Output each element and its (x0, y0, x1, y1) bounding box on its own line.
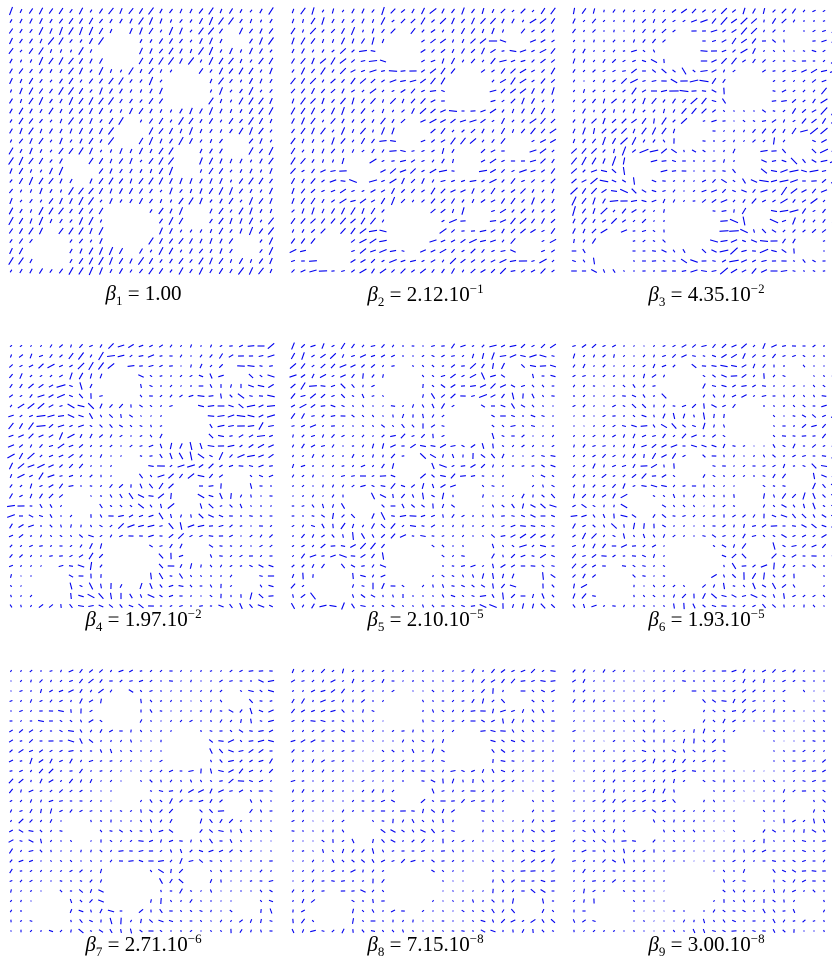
beta-value: 3.00.10 (687, 932, 751, 956)
panel-caption: β2 = 2.12.10−1 (287, 281, 564, 310)
beta-exponent: −8 (469, 931, 484, 946)
beta-exponent: −8 (750, 931, 765, 946)
beta-index: 9 (658, 944, 666, 960)
panel-caption: β1 = 1.00 (5, 281, 282, 309)
relation: = (670, 282, 683, 306)
panel-caption: β4 = 1.97.10−2 (5, 606, 282, 635)
vector-field (289, 6, 557, 275)
panel-caption: β3 = 4.35.10−2 (568, 281, 832, 310)
beta-symbol: β (367, 607, 378, 631)
relation: = (670, 932, 683, 956)
beta-index: 5 (377, 619, 385, 635)
beta-index: 6 (658, 619, 666, 635)
vector-field (290, 668, 556, 934)
panel-caption: β8 = 7.15.10−8 (287, 931, 564, 960)
relation: = (389, 282, 402, 306)
panel-caption: β7 = 2.71.10−6 (5, 931, 282, 960)
vector-field (571, 668, 832, 934)
beta-symbol: β (105, 281, 116, 305)
relation: = (389, 607, 402, 631)
beta-exponent: −2 (187, 606, 202, 621)
beta-symbol: β (367, 282, 378, 306)
beta-value: 4.35.10 (687, 282, 751, 306)
panel-caption: β5 = 2.10.10−5 (287, 606, 564, 635)
beta-value: 7.15.10 (406, 932, 470, 956)
beta-value: 1.00 (144, 281, 182, 305)
beta-symbol: β (648, 932, 659, 956)
panel-caption: β9 = 3.00.10−8 (568, 931, 832, 960)
beta-symbol: β (648, 282, 659, 306)
vector-field (570, 7, 832, 275)
beta-value: 1.93.10 (687, 607, 751, 631)
beta-exponent: −6 (187, 931, 202, 946)
vector-field (7, 342, 276, 610)
panel-caption: β6 = 1.93.10−5 (568, 606, 832, 635)
beta-index: 1 (115, 293, 123, 309)
beta-index: 8 (377, 944, 385, 960)
beta-index: 2 (377, 294, 385, 310)
beta-value: 2.71.10 (124, 932, 188, 956)
relation: = (107, 932, 120, 956)
relation: = (389, 932, 402, 956)
beta-value: 2.10.10 (406, 607, 470, 631)
beta-exponent: −5 (469, 606, 484, 621)
beta-value: 2.12.10 (406, 282, 470, 306)
beta-symbol: β (85, 932, 96, 956)
vector-field (289, 342, 557, 610)
vector-field (8, 668, 275, 934)
beta-symbol: β (367, 932, 378, 956)
beta-exponent: −5 (750, 606, 765, 621)
beta-exponent: −1 (469, 281, 484, 296)
relation: = (127, 281, 140, 305)
beta-index: 4 (95, 619, 103, 635)
relation: = (107, 607, 120, 631)
beta-index: 7 (95, 944, 103, 960)
beta-value: 1.97.10 (124, 607, 188, 631)
vector-field (8, 6, 275, 276)
vector-field (570, 342, 832, 610)
beta-symbol: β (85, 607, 96, 631)
beta-symbol: β (648, 607, 659, 631)
beta-index: 3 (658, 294, 666, 310)
beta-exponent: −2 (750, 281, 765, 296)
relation: = (670, 607, 683, 631)
